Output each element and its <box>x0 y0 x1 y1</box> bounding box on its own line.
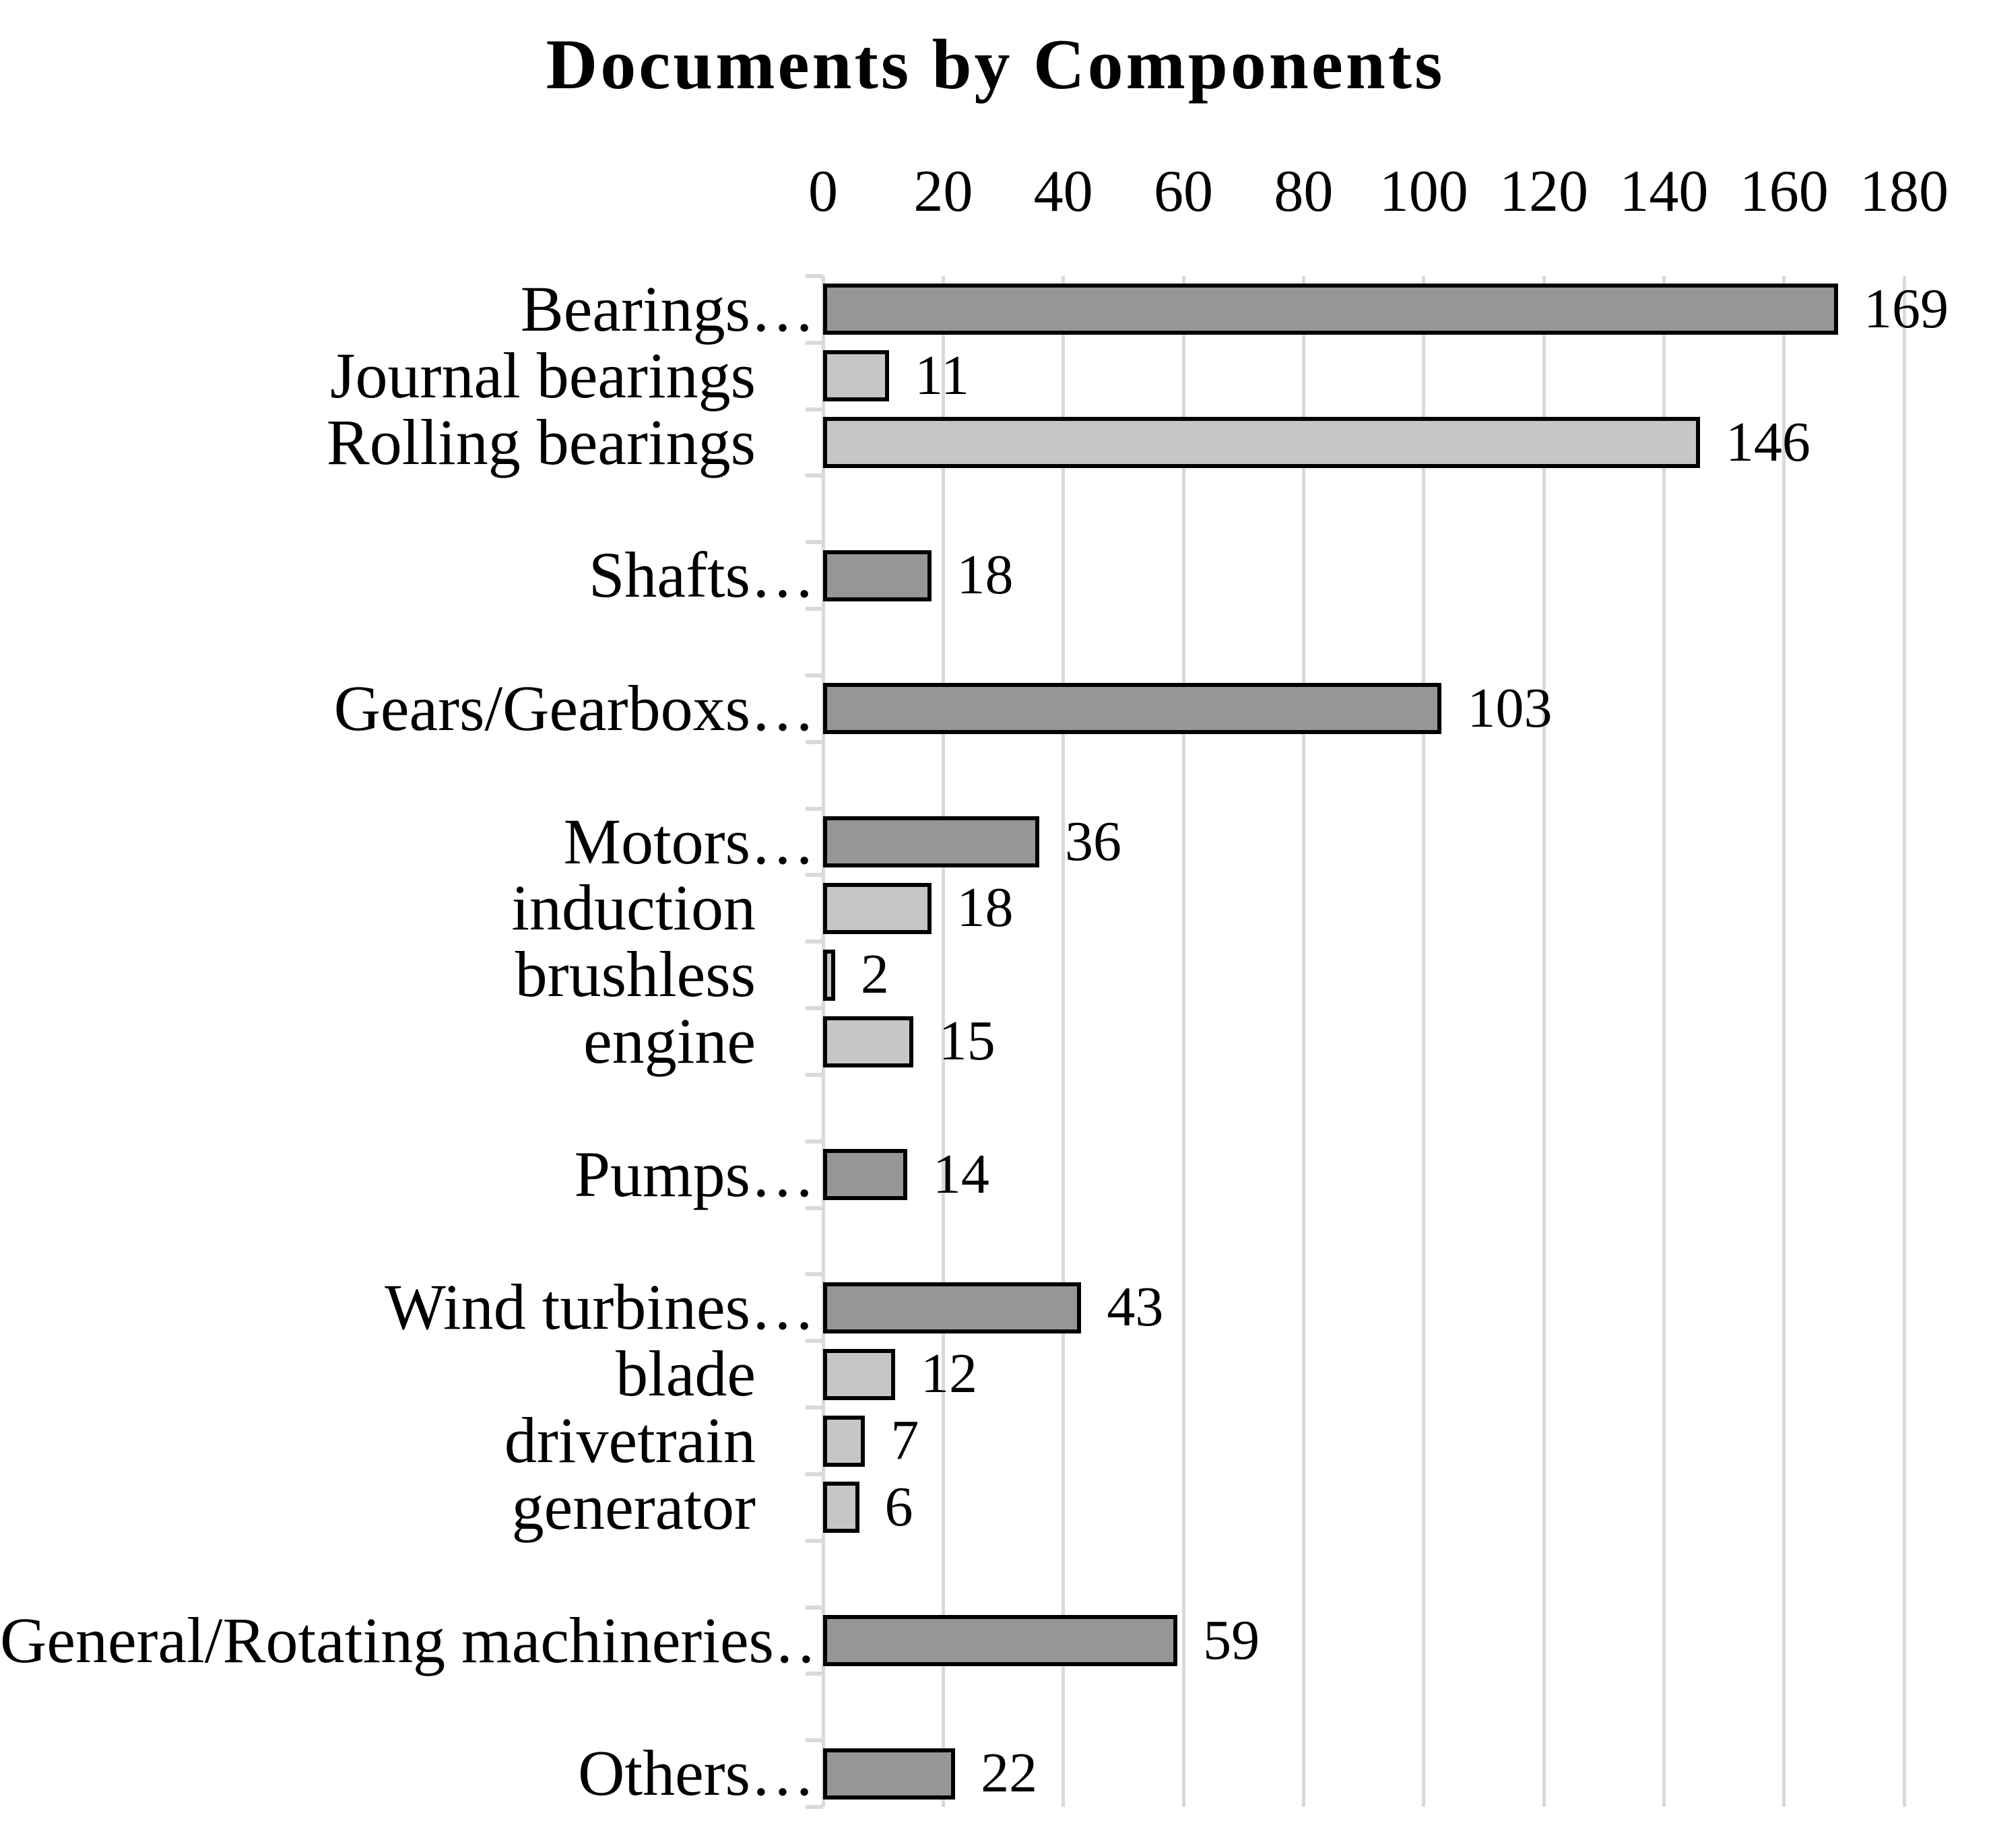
category-axis-tick <box>806 806 823 811</box>
gridline <box>1662 276 1666 1807</box>
category-label: blade <box>616 1338 756 1410</box>
bar <box>823 1348 895 1400</box>
category-label: General/Rotating machineries… <box>0 1604 839 1676</box>
x-tick-label: 120 <box>1499 159 1589 224</box>
category-axis-tick <box>806 1538 823 1543</box>
value-label: 146 <box>1725 410 1810 473</box>
x-tick-label: 20 <box>913 159 973 224</box>
category-axis-tick <box>806 473 823 478</box>
category-axis-tick <box>806 1672 823 1676</box>
x-tick-label: 60 <box>1154 159 1214 224</box>
bar <box>823 816 1039 868</box>
category-axis-tick <box>806 1406 823 1410</box>
value-label: 12 <box>921 1342 977 1406</box>
bar <box>823 350 890 402</box>
x-tick-label: 100 <box>1379 159 1468 224</box>
value-label: 15 <box>938 1010 996 1073</box>
x-tick-label: 140 <box>1619 159 1709 224</box>
category-axis-tick <box>806 1139 823 1144</box>
gridline <box>1782 276 1786 1807</box>
gridline <box>1062 276 1066 1807</box>
category-axis-tick <box>806 1206 823 1210</box>
category-label: engine <box>583 1005 756 1078</box>
gridline <box>1902 276 1906 1807</box>
value-label: 7 <box>890 1409 919 1472</box>
value-label: 43 <box>1107 1276 1164 1339</box>
category-label: Journal bearings <box>330 339 756 411</box>
category-label: Rolling bearings <box>326 405 756 478</box>
category-axis-tick <box>806 873 823 878</box>
bar <box>823 284 1838 335</box>
category-label: Wind turbines… <box>385 1271 815 1344</box>
category-label: Others… <box>578 1737 815 1810</box>
category-label: induction <box>511 871 756 944</box>
gridline <box>941 276 945 1807</box>
category-label: generator <box>511 1470 756 1543</box>
category-axis-tick <box>806 739 823 744</box>
bar <box>823 1016 913 1067</box>
value-label: 103 <box>1467 676 1553 739</box>
bar <box>823 1615 1178 1666</box>
category-axis-tick <box>806 407 823 411</box>
x-tick-label: 80 <box>1274 159 1334 224</box>
category-axis-tick <box>806 1738 823 1743</box>
value-label: 2 <box>860 943 889 1006</box>
bar <box>823 683 1442 735</box>
category-label: Motors… <box>563 805 815 878</box>
gridline <box>1181 276 1185 1807</box>
category-axis-tick <box>806 1272 823 1277</box>
x-tick-label: 0 <box>808 159 838 224</box>
category-axis-tick <box>806 1339 823 1344</box>
value-label: 14 <box>932 1142 989 1206</box>
category-label: Shafts… <box>589 539 815 612</box>
value-label: 6 <box>884 1475 913 1538</box>
value-label: 36 <box>1065 810 1121 873</box>
category-axis-tick <box>806 1472 823 1476</box>
x-tick-label: 180 <box>1860 159 1949 224</box>
chart-title: Documents by Components <box>546 25 1445 104</box>
category-label: Pumps… <box>574 1137 815 1210</box>
category-axis-tick <box>806 274 823 278</box>
category-label: brushless <box>515 938 756 1011</box>
category-axis-tick <box>806 540 823 545</box>
value-label: 169 <box>1863 277 1949 340</box>
gridline <box>1301 276 1305 1807</box>
category-label: Gears/Gearboxs… <box>333 671 815 744</box>
gridline <box>1542 276 1546 1807</box>
bar <box>823 1149 907 1201</box>
value-label: 22 <box>981 1742 1038 1805</box>
x-tick-label: 160 <box>1739 159 1829 224</box>
bar <box>823 949 835 1001</box>
category-axis-tick <box>806 939 823 944</box>
bar <box>823 1415 866 1467</box>
category-axis-tick <box>806 607 823 612</box>
bar <box>823 882 932 934</box>
bar <box>823 550 932 601</box>
category-axis-tick <box>806 1072 823 1077</box>
value-label: 18 <box>956 543 1014 607</box>
category-axis-tick <box>806 1805 823 1810</box>
value-label: 18 <box>956 876 1014 939</box>
gridline <box>1422 276 1426 1807</box>
value-label: 11 <box>915 343 969 407</box>
bar <box>823 417 1700 469</box>
x-tick-label: 40 <box>1033 159 1093 224</box>
category-label: Bearings… <box>520 273 815 345</box>
bar <box>823 1282 1082 1333</box>
bar <box>823 1748 956 1800</box>
category-axis-tick <box>806 1006 823 1011</box>
category-axis-tick <box>806 673 823 678</box>
value-label: 59 <box>1203 1608 1260 1672</box>
category-label: drivetrain <box>504 1404 756 1477</box>
category-axis-tick <box>806 340 823 345</box>
category-axis-tick <box>806 1605 823 1610</box>
bar <box>823 1482 859 1533</box>
